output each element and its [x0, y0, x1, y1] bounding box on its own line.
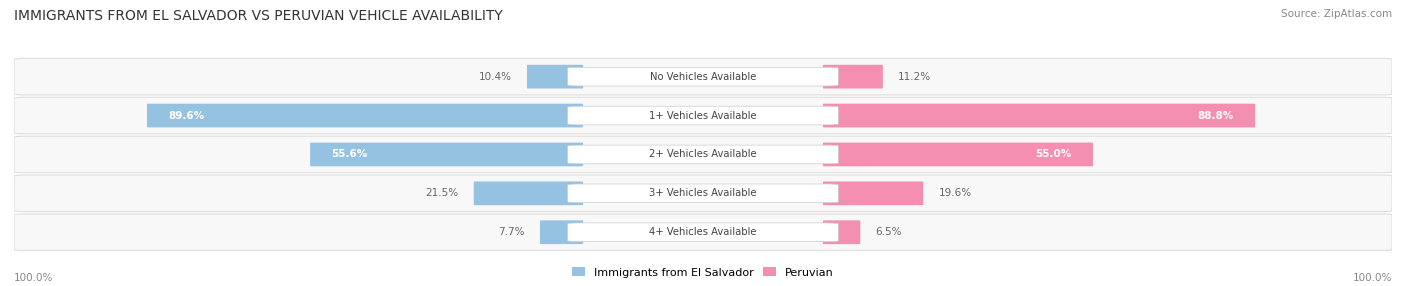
FancyBboxPatch shape	[568, 106, 838, 125]
FancyBboxPatch shape	[527, 65, 583, 88]
Text: 2+ Vehicles Available: 2+ Vehicles Available	[650, 150, 756, 159]
FancyBboxPatch shape	[823, 221, 860, 244]
Text: 100.0%: 100.0%	[14, 273, 53, 283]
FancyBboxPatch shape	[568, 145, 838, 164]
Text: 55.6%: 55.6%	[332, 150, 368, 159]
FancyBboxPatch shape	[14, 58, 1392, 95]
Text: 55.0%: 55.0%	[1035, 150, 1071, 159]
FancyBboxPatch shape	[568, 67, 838, 86]
FancyBboxPatch shape	[311, 143, 583, 166]
Legend: Immigrants from El Salvador, Peruvian: Immigrants from El Salvador, Peruvian	[572, 267, 834, 278]
Text: 89.6%: 89.6%	[169, 111, 205, 120]
FancyBboxPatch shape	[823, 104, 1256, 127]
FancyBboxPatch shape	[823, 65, 883, 88]
FancyBboxPatch shape	[823, 143, 1092, 166]
FancyBboxPatch shape	[568, 223, 838, 242]
FancyBboxPatch shape	[823, 182, 924, 205]
Text: Source: ZipAtlas.com: Source: ZipAtlas.com	[1281, 9, 1392, 19]
Text: 21.5%: 21.5%	[425, 188, 458, 198]
FancyBboxPatch shape	[474, 182, 583, 205]
FancyBboxPatch shape	[148, 104, 583, 127]
Text: 11.2%: 11.2%	[898, 72, 931, 82]
Text: 10.4%: 10.4%	[478, 72, 512, 82]
FancyBboxPatch shape	[14, 136, 1392, 173]
FancyBboxPatch shape	[14, 175, 1392, 212]
FancyBboxPatch shape	[14, 97, 1392, 134]
FancyBboxPatch shape	[14, 214, 1392, 251]
Text: 3+ Vehicles Available: 3+ Vehicles Available	[650, 188, 756, 198]
FancyBboxPatch shape	[568, 184, 838, 203]
Text: 4+ Vehicles Available: 4+ Vehicles Available	[650, 227, 756, 237]
Text: 7.7%: 7.7%	[498, 227, 524, 237]
Text: No Vehicles Available: No Vehicles Available	[650, 72, 756, 82]
Text: 100.0%: 100.0%	[1353, 273, 1392, 283]
Text: 19.6%: 19.6%	[939, 188, 972, 198]
Text: IMMIGRANTS FROM EL SALVADOR VS PERUVIAN VEHICLE AVAILABILITY: IMMIGRANTS FROM EL SALVADOR VS PERUVIAN …	[14, 9, 503, 23]
Text: 6.5%: 6.5%	[876, 227, 903, 237]
Text: 88.8%: 88.8%	[1198, 111, 1233, 120]
Text: 1+ Vehicles Available: 1+ Vehicles Available	[650, 111, 756, 120]
FancyBboxPatch shape	[540, 221, 583, 244]
